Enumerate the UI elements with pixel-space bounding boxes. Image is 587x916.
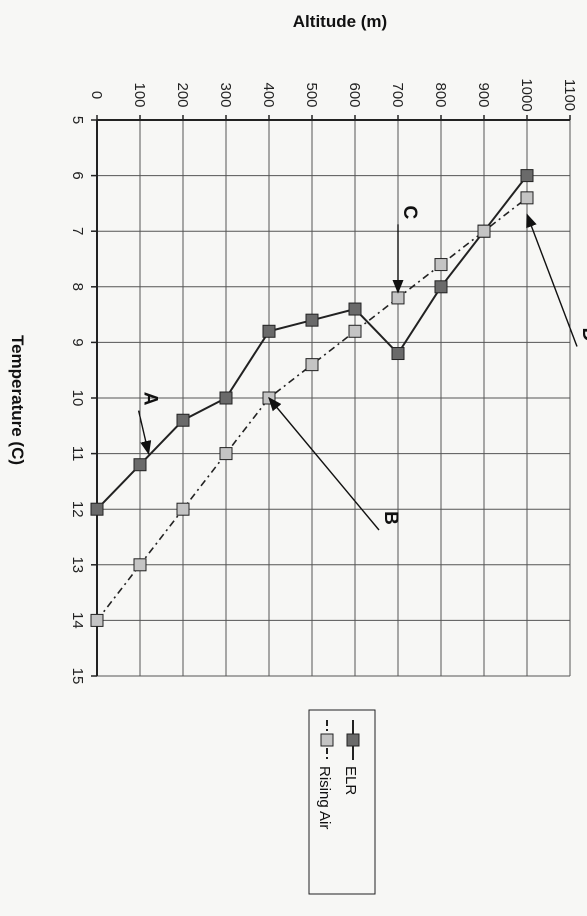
legend-item-rising-air: Rising Air bbox=[316, 720, 334, 829]
tick-label-temperature-9: 9 bbox=[69, 338, 86, 346]
tick-label-temperature-11: 11 bbox=[69, 446, 86, 462]
tick-label-altitude-1100: 1100 bbox=[561, 79, 578, 111]
data-point-rising-air-700 bbox=[391, 291, 405, 305]
tick-label-temperature-5: 5 bbox=[69, 116, 86, 124]
tick-label-altitude-600: 600 bbox=[346, 82, 363, 107]
tick-label-temperature-7: 7 bbox=[69, 227, 86, 235]
legend-label-elr: ELR bbox=[342, 766, 359, 795]
grid bbox=[97, 120, 571, 677]
tick-label-temperature-12: 12 bbox=[69, 501, 86, 518]
annotation-label-B: B bbox=[380, 511, 401, 525]
data-point-elr-100 bbox=[133, 458, 147, 472]
data-point-rising-air-300 bbox=[219, 447, 233, 461]
tick-labels: 0 100 200 300 400 500 600 700 800 900 1000 1100 5 6 7 8… bbox=[69, 78, 578, 684]
data-point-elr-1000 bbox=[520, 169, 534, 183]
y-axis-title: Altitude (m) bbox=[293, 12, 387, 31]
tick-label-altitude-1000: 1000 bbox=[518, 78, 535, 111]
legend: ELR Rising Air bbox=[308, 709, 376, 895]
data-point-rising-air-600 bbox=[348, 324, 362, 338]
annotation-arrow-A bbox=[137, 410, 152, 455]
series-layer bbox=[90, 169, 534, 627]
data-point-elr-200 bbox=[176, 413, 190, 427]
data-point-elr-400 bbox=[262, 324, 276, 338]
data-point-rising-air-800 bbox=[434, 258, 448, 272]
data-point-rising-air-100 bbox=[133, 558, 147, 572]
legend-marker-elr bbox=[346, 733, 360, 747]
tick-label-altitude-100: 100 bbox=[131, 82, 148, 107]
tick-label-temperature-6: 6 bbox=[69, 171, 86, 179]
tick-label-temperature-13: 13 bbox=[69, 556, 86, 573]
tick-label-temperature-8: 8 bbox=[69, 283, 86, 291]
annotation-layer: A B C D bbox=[137, 205, 587, 531]
data-point-elr-800 bbox=[434, 280, 448, 294]
data-point-rising-air-0 bbox=[90, 613, 104, 627]
legend-marker-rising-air bbox=[320, 733, 334, 747]
tick-label-altitude-900: 900 bbox=[475, 82, 492, 107]
data-point-rising-air-1000 bbox=[520, 191, 534, 205]
data-point-elr-600 bbox=[348, 302, 362, 316]
tick-label-altitude-500: 500 bbox=[303, 82, 320, 107]
tick-label-altitude-300: 300 bbox=[217, 82, 234, 107]
tick-label-altitude-200: 200 bbox=[174, 82, 191, 107]
data-point-elr-0 bbox=[90, 502, 104, 516]
data-point-elr-500 bbox=[305, 313, 319, 327]
tick-label-temperature-14: 14 bbox=[69, 612, 86, 629]
annotation-label-A: A bbox=[140, 392, 161, 406]
tick-label-altitude-0: 0 bbox=[88, 91, 105, 99]
annotation-label-C: C bbox=[399, 205, 420, 219]
axes bbox=[91, 115, 571, 677]
data-point-rising-air-500 bbox=[305, 358, 319, 372]
annotation-arrow-D bbox=[526, 213, 578, 347]
x-axis-title: Temperature (C) bbox=[8, 335, 27, 465]
data-point-elr-700 bbox=[391, 347, 405, 361]
legend-item-elr: ELR bbox=[342, 720, 360, 795]
tick-label-temperature-15: 15 bbox=[69, 668, 86, 685]
data-point-rising-air-200 bbox=[176, 502, 190, 516]
annotation-label-D: D bbox=[578, 328, 587, 342]
legend-label-rising-air: Rising Air bbox=[316, 766, 333, 829]
data-point-elr-300 bbox=[219, 391, 233, 405]
tick-label-temperature-10: 10 bbox=[69, 390, 86, 407]
tick-label-altitude-700: 700 bbox=[389, 82, 406, 107]
annotation-arrow-B bbox=[268, 396, 380, 531]
legend-box bbox=[308, 709, 376, 895]
tick-label-altitude-400: 400 bbox=[260, 82, 277, 107]
data-point-rising-air-900 bbox=[477, 224, 491, 238]
tick-label-altitude-800: 800 bbox=[432, 82, 449, 107]
